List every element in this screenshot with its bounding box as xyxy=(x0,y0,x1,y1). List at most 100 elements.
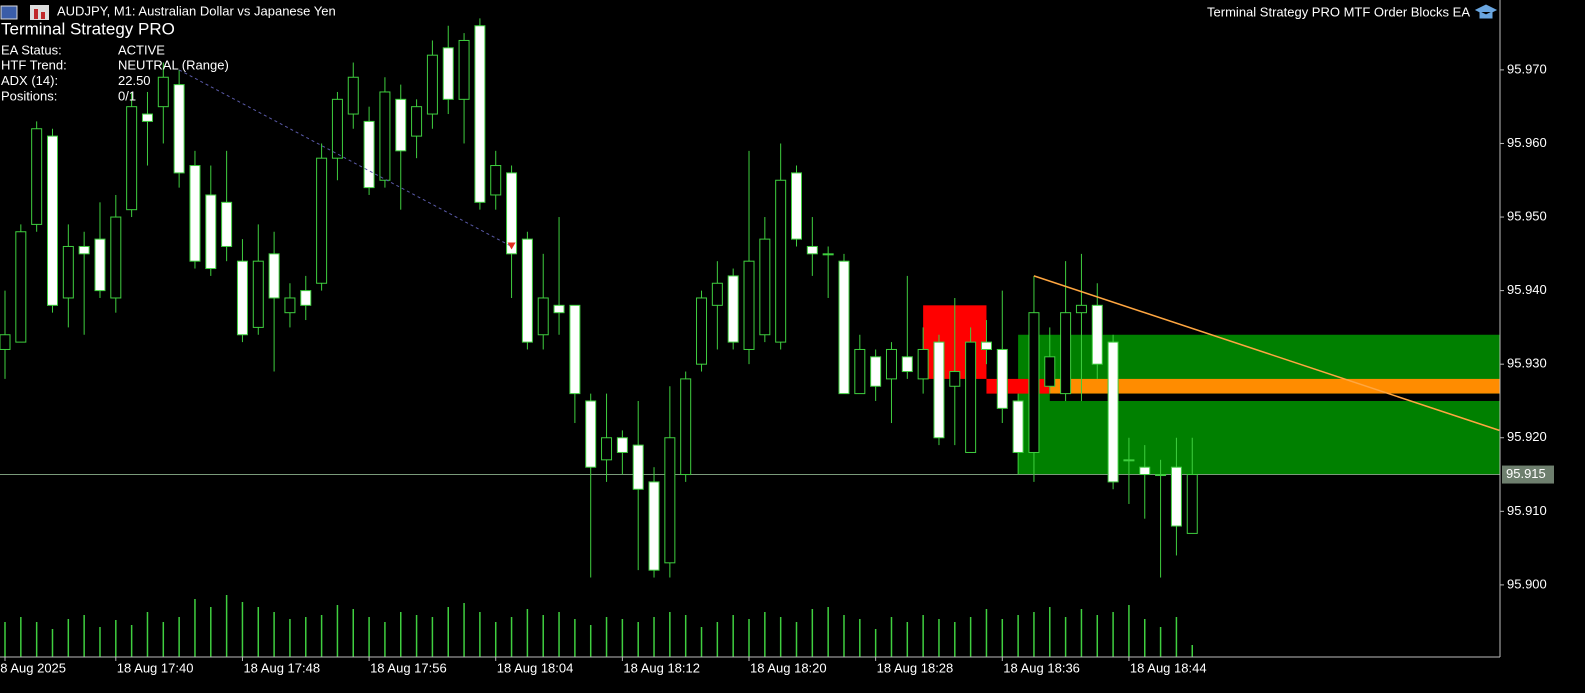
candle-body xyxy=(1186,474,1198,534)
candle-body xyxy=(980,341,992,350)
y-tick-label: 95.920 xyxy=(1507,429,1547,444)
candle-body xyxy=(316,157,328,284)
candle-body xyxy=(933,341,945,439)
trend-line xyxy=(1033,275,1500,432)
panel-value: ACTIVE xyxy=(118,42,165,57)
panel-label: ADX (14): xyxy=(1,73,58,88)
indicator-title: Terminal Strategy PRO MTF Order Blocks E… xyxy=(1207,4,1470,19)
candle-body xyxy=(426,54,438,115)
candle-body xyxy=(521,238,533,343)
candle-body xyxy=(1107,341,1119,483)
y-tick-label: 95.960 xyxy=(1507,135,1547,150)
candle-body xyxy=(680,378,692,476)
candle-body xyxy=(94,238,106,292)
x-tick-label: 18 Aug 18:36 xyxy=(1003,660,1080,675)
y-tick-label: 95.940 xyxy=(1507,282,1547,297)
candle-body xyxy=(1123,459,1135,462)
panel-title: Terminal Strategy PRO xyxy=(1,19,175,38)
candle-body xyxy=(1012,400,1024,453)
candle-body xyxy=(901,356,913,373)
y-tick-label: 95.930 xyxy=(1507,356,1547,371)
candle-body xyxy=(996,348,1008,409)
panel-label: HTF Trend: xyxy=(1,58,67,73)
x-tick-label: 18 Aug 18:04 xyxy=(497,660,574,675)
candle-body xyxy=(775,179,787,343)
candle-body xyxy=(838,260,850,395)
candle-body xyxy=(252,260,264,328)
candle-body xyxy=(347,76,359,115)
symbol-icon-bar xyxy=(34,9,38,19)
candle-body xyxy=(141,113,153,122)
panel-value: 22.50 xyxy=(118,73,151,88)
order-block-zone xyxy=(1049,378,1500,394)
candle-body xyxy=(1091,304,1103,365)
menu-icon[interactable] xyxy=(0,5,18,20)
candle-body xyxy=(553,304,565,314)
candle-body xyxy=(885,348,897,380)
symbol-icon-bar xyxy=(41,12,45,19)
candle-body xyxy=(711,282,723,306)
chart-title: AUDJPY, M1: Australian Dollar vs Japanes… xyxy=(57,3,336,18)
candle-body xyxy=(411,106,423,137)
candle-body xyxy=(1075,304,1087,314)
signal-arrow xyxy=(507,242,516,250)
candle-body xyxy=(1044,356,1056,387)
candle-body xyxy=(648,481,660,571)
candle-body xyxy=(743,260,755,350)
panel-label: EA Status: xyxy=(1,42,62,57)
candle-body xyxy=(110,216,122,299)
order-block-zone xyxy=(986,378,1050,394)
candle-body xyxy=(442,47,454,100)
candle-body xyxy=(585,400,597,468)
candle-body xyxy=(236,260,248,336)
candle-body xyxy=(62,245,74,299)
candle-body xyxy=(569,304,581,395)
candle-body xyxy=(31,128,43,225)
candle-body xyxy=(0,334,11,350)
y-tick-label: 95.970 xyxy=(1507,61,1547,76)
candle-body xyxy=(727,275,739,343)
candle-body xyxy=(506,172,518,255)
candle-body xyxy=(126,106,138,211)
x-tick-label: 18 Aug 17:40 xyxy=(117,660,194,675)
candle-body xyxy=(870,356,882,387)
candle-body xyxy=(490,165,502,196)
candle-body xyxy=(1028,312,1040,453)
candle-body xyxy=(331,98,343,159)
candle-body xyxy=(363,120,375,189)
candle-body xyxy=(268,253,280,299)
candle-body xyxy=(1060,312,1072,395)
x-tick-label: 18 Aug 2025 xyxy=(0,660,66,675)
candle-body xyxy=(189,165,201,262)
candle-body xyxy=(759,238,771,336)
candle-body xyxy=(157,76,169,108)
candle-body xyxy=(965,341,977,453)
candle-body xyxy=(1139,466,1151,476)
candle-body xyxy=(78,245,90,255)
candle-body xyxy=(854,348,866,395)
candle-body xyxy=(696,297,708,365)
symbol-icon[interactable] xyxy=(30,5,49,20)
panel-value: 0/1 xyxy=(118,88,136,103)
x-tick-label: 18 Aug 18:12 xyxy=(623,660,700,675)
candle-body xyxy=(917,348,929,380)
candle-body xyxy=(205,194,217,270)
candle-body xyxy=(664,437,676,564)
candle-body xyxy=(300,290,312,306)
order-block-zone xyxy=(1018,334,1500,475)
candle-body xyxy=(1155,474,1167,477)
candle-body xyxy=(632,444,644,490)
panel-label: Positions: xyxy=(1,88,57,103)
indicator-icon xyxy=(1474,4,1498,19)
y-tick-label: 95.910 xyxy=(1507,503,1547,518)
candle-body xyxy=(791,172,802,240)
y-tick-label: 95.950 xyxy=(1507,208,1547,223)
candle-body xyxy=(474,25,486,203)
candle-body xyxy=(173,84,185,174)
candle-body xyxy=(395,98,407,152)
candle-body xyxy=(458,39,470,100)
x-tick-label: 18 Aug 18:44 xyxy=(1130,660,1207,675)
x-tick-label: 18 Aug 17:56 xyxy=(370,660,447,675)
